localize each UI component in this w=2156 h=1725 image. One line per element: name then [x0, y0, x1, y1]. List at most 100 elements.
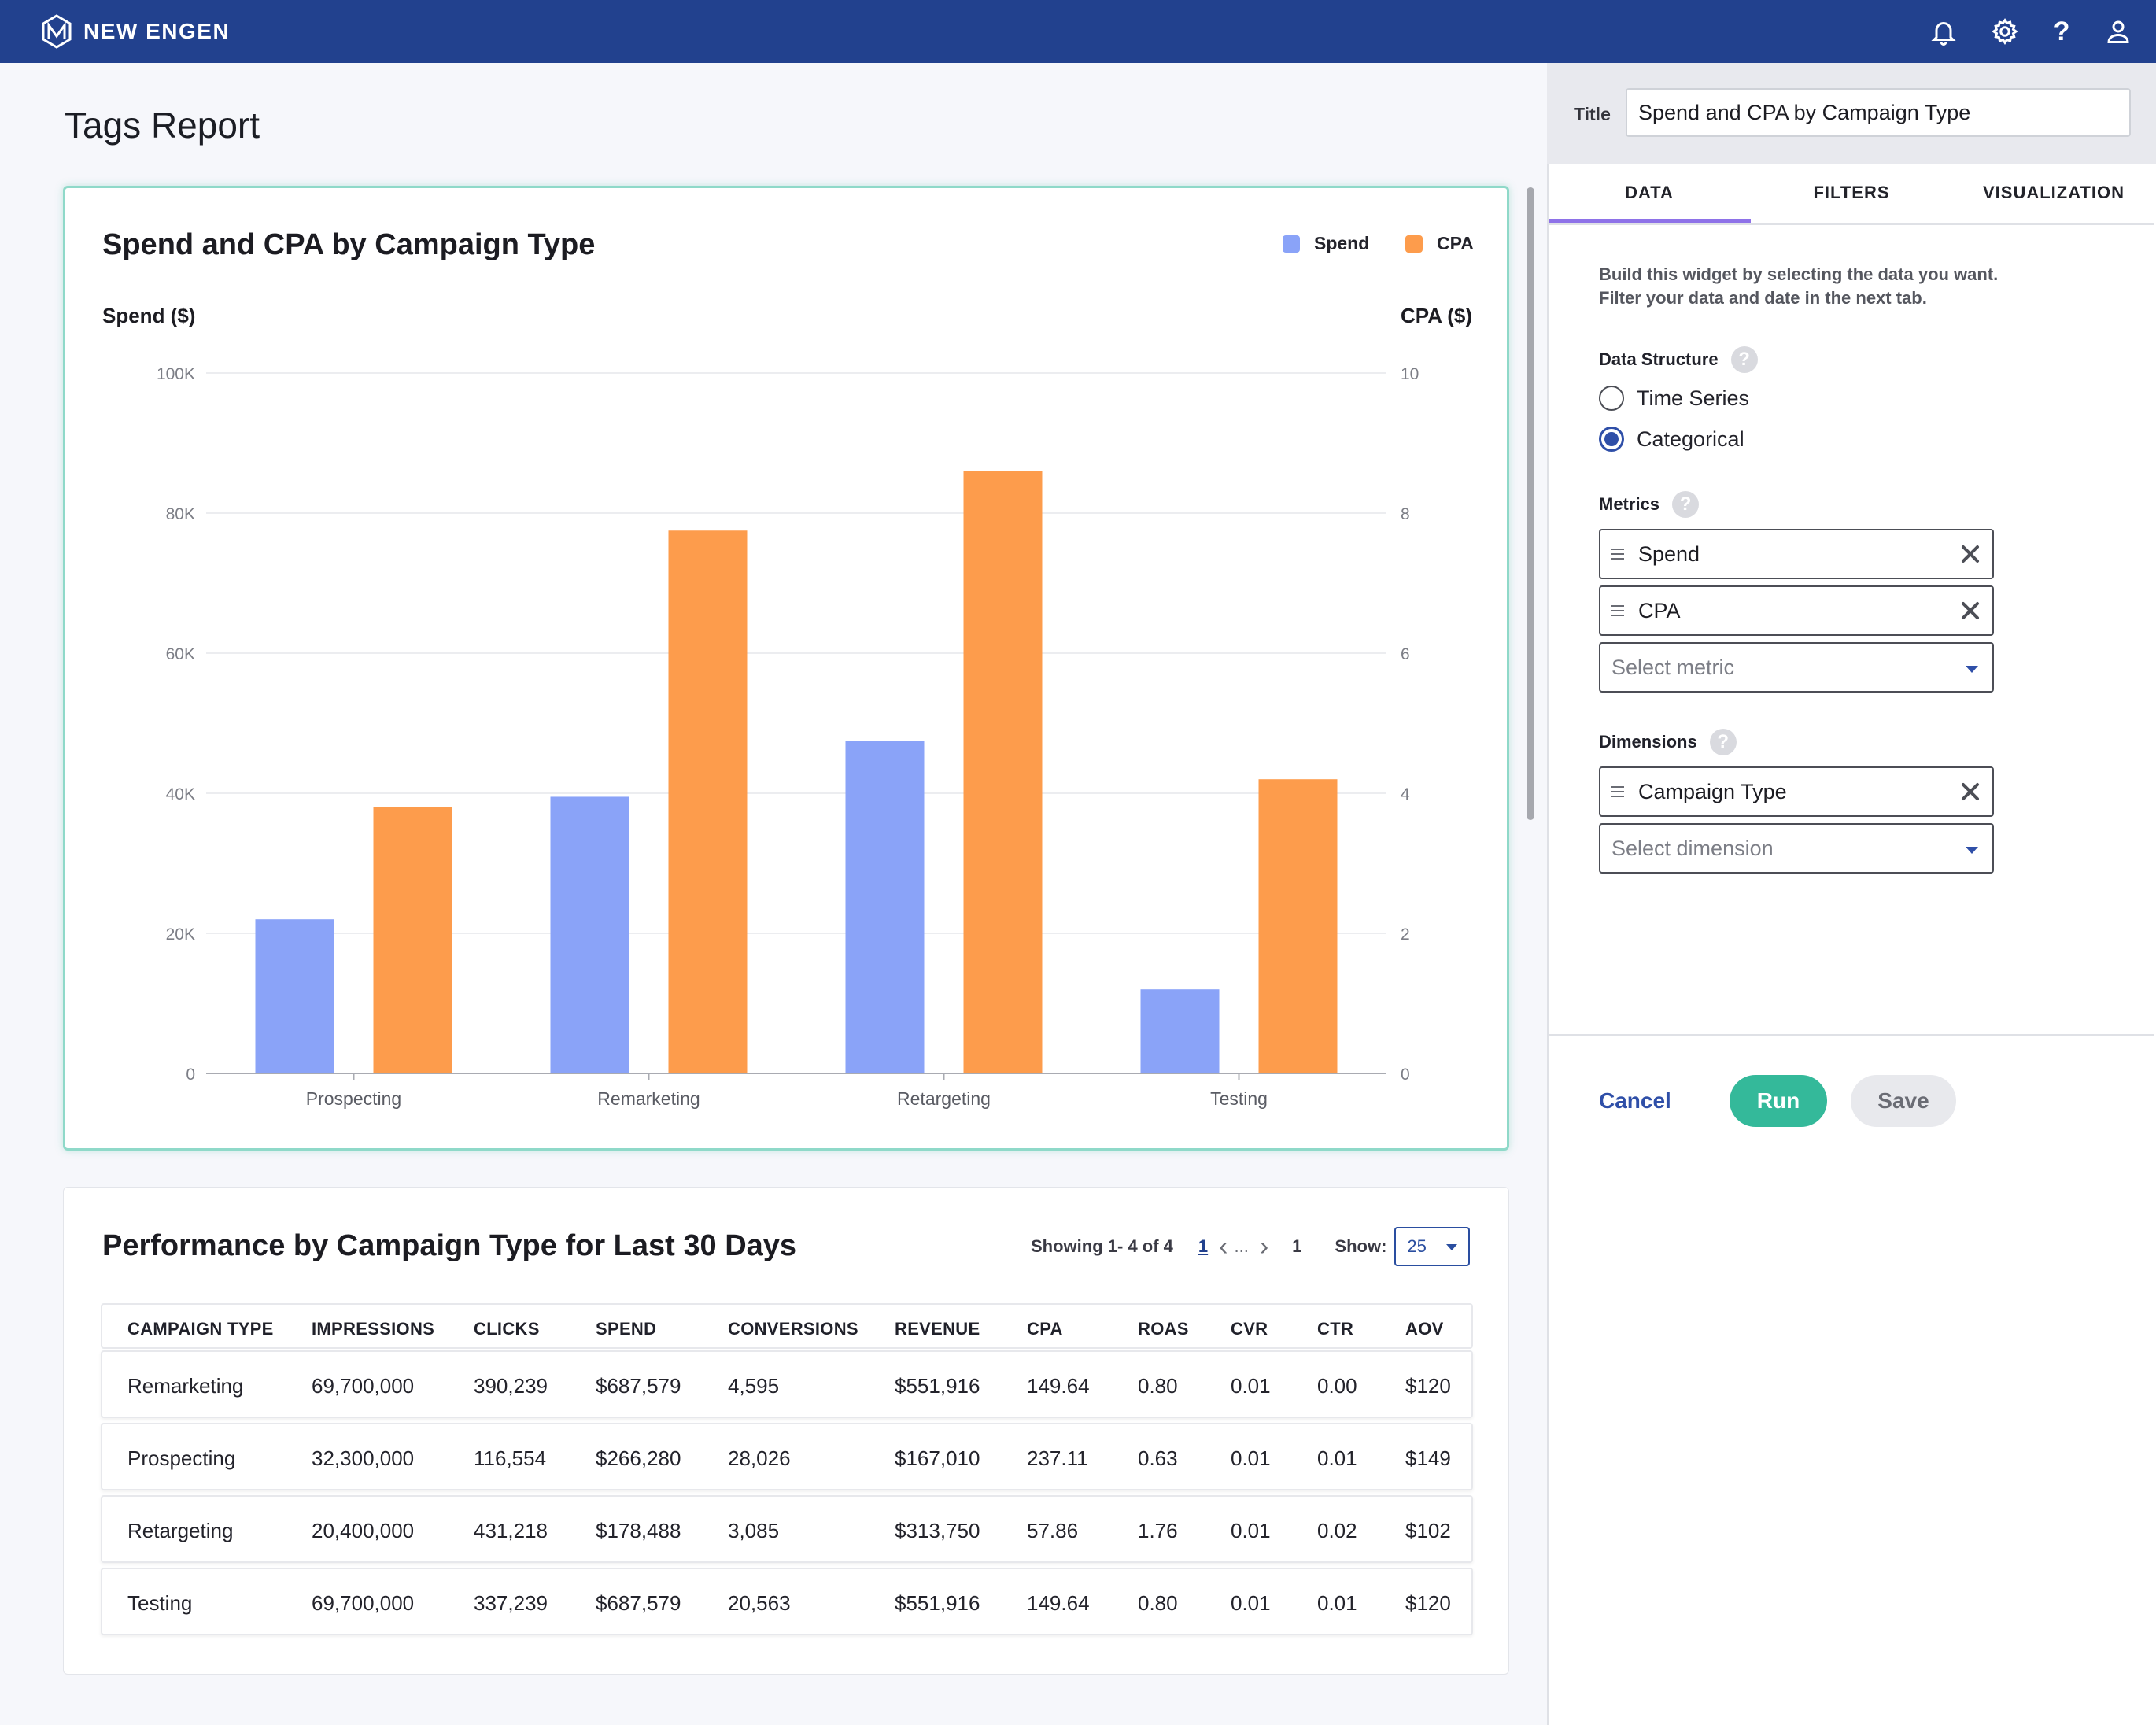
table-cell: $687,579 [596, 1591, 681, 1615]
table-title: Performance by Campaign Type for Last 30… [102, 1229, 797, 1262]
save-button[interactable]: Save [1851, 1075, 1956, 1127]
table-cell: Remarketing [127, 1374, 244, 1398]
page-size-select[interactable]: 25 [1394, 1227, 1471, 1266]
radio-categorical[interactable]: Categorical [1599, 427, 1744, 452]
select-dimension-placeholder: Select dimension [1611, 836, 1774, 860]
table-cell: $551,916 [895, 1374, 980, 1398]
radio-button[interactable] [1599, 386, 1624, 411]
caret-down-icon [1966, 847, 1978, 854]
table-cell: 0.01 [1231, 1519, 1271, 1542]
bar-spend-remarketing [550, 796, 629, 1073]
data-tab-intro: Build this widget by selecting the data … [1599, 263, 2102, 310]
pagination-last-page[interactable]: 1 [1292, 1236, 1302, 1256]
tab-visualization[interactable]: VISUALIZATION [1982, 183, 2125, 202]
metrics-label: Metrics ? [1599, 491, 1700, 518]
metric-chip-spend[interactable]: Spend [1599, 529, 1994, 579]
chevron-right-icon[interactable]: › [1259, 1231, 1269, 1261]
caret-down-icon [1446, 1244, 1458, 1250]
page-size-value: 25 [1407, 1236, 1427, 1256]
bar-cpa-testing [1258, 779, 1338, 1073]
help-glyph: ? [2053, 16, 2070, 46]
column-header[interactable]: IMPRESSIONS [312, 1319, 435, 1339]
drag-handle-icon[interactable] [1611, 605, 1624, 616]
title-field-label: Title [1574, 104, 1611, 124]
legend-label-cpa: CPA [1437, 233, 1474, 253]
dimension-chip-campaign-type[interactable]: Campaign Type [1599, 766, 1994, 817]
column-header[interactable]: CTR [1317, 1319, 1354, 1339]
table-cell: $120 [1405, 1591, 1451, 1615]
chevron-left-icon[interactable]: ‹ [1219, 1231, 1228, 1261]
intro-line: Filter your data and date in the next ta… [1599, 288, 1927, 308]
new-engen-logo-icon [42, 14, 72, 49]
table-header-row: CAMPAIGN TYPE IMPRESSIONS CLICKS SPEND C… [101, 1303, 1473, 1349]
help-icon[interactable]: ? [1730, 346, 1758, 373]
radio-time-series[interactable]: Time Series [1599, 386, 1749, 411]
cancel-button[interactable]: Cancel [1599, 1088, 1671, 1113]
chart-title: Spend and CPA by Campaign Type [102, 228, 596, 261]
column-header[interactable]: CAMPAIGN TYPE [127, 1319, 274, 1339]
select-metric-placeholder: Select metric [1611, 655, 1735, 679]
y-right-tick-label: 10 [1401, 365, 1419, 383]
user-icon[interactable] [2102, 16, 2134, 47]
metrics-text: Metrics [1599, 494, 1660, 514]
close-icon[interactable] [1958, 541, 1983, 567]
table-cell: 0.01 [1317, 1591, 1357, 1615]
table-cell: $149 [1405, 1446, 1451, 1470]
table-cell: $167,010 [895, 1446, 980, 1470]
tab-filters[interactable]: FILTERS [1813, 183, 1890, 202]
data-structure-label: Data Structure ? [1599, 346, 1758, 373]
bell-icon[interactable] [1928, 16, 1959, 47]
column-header[interactable]: CPA [1027, 1319, 1063, 1339]
run-button[interactable]: Run [1730, 1075, 1827, 1127]
y-left-tick-label: 60K [166, 645, 195, 663]
gear-icon[interactable] [1989, 16, 2021, 47]
tab-data[interactable]: DATA [1625, 183, 1674, 202]
radio-button-checked[interactable] [1599, 427, 1624, 452]
dimensions-text: Dimensions [1599, 732, 1697, 752]
table-cell: 4,595 [728, 1374, 780, 1398]
table-cell: 337,239 [474, 1591, 548, 1615]
pagination-page-link[interactable]: 1 [1198, 1236, 1209, 1256]
y-right-tick-label: 6 [1401, 645, 1410, 663]
scrollbar-thumb[interactable] [1527, 187, 1534, 820]
column-header[interactable]: AOV [1405, 1319, 1444, 1339]
select-metric-dropdown[interactable]: Select metric [1599, 642, 1994, 693]
y-left-tick-label: 20K [166, 925, 195, 944]
table-cell: $266,280 [596, 1446, 681, 1470]
table-cell: 69,700,000 [312, 1591, 415, 1615]
table-row[interactable]: Prospecting 32,300,000 116,554 $266,280 … [101, 1423, 1473, 1490]
help-icon[interactable]: ? [1709, 729, 1737, 755]
table-row[interactable]: Testing 69,700,000 337,239 $687,579 20,5… [101, 1568, 1473, 1635]
table-cell: 116,554 [474, 1446, 547, 1470]
widget-title-input[interactable] [1626, 88, 2131, 137]
table-cell: 390,239 [474, 1374, 548, 1398]
column-header[interactable]: CONVERSIONS [728, 1319, 858, 1339]
column-header[interactable]: SPEND [596, 1319, 657, 1339]
close-icon[interactable] [1958, 779, 1983, 804]
table-row[interactable]: Remarketing 69,700,000 390,239 $687,579 … [101, 1350, 1473, 1418]
table-row[interactable]: Retargeting 20,400,000 431,218 $178,488 … [101, 1495, 1473, 1563]
table-cell: Retargeting [127, 1519, 234, 1542]
close-icon[interactable] [1958, 598, 1983, 623]
help-icon[interactable]: ? [1672, 491, 1700, 518]
drag-handle-icon[interactable] [1611, 786, 1624, 797]
column-header[interactable]: CLICKS [474, 1319, 540, 1339]
brand[interactable]: NEW ENGEN [41, 14, 230, 49]
bar-cpa-retargeting [963, 471, 1043, 1073]
right-axis-title: CPA ($) [1401, 304, 1472, 327]
table-cell: 1.76 [1138, 1519, 1178, 1542]
help-icon[interactable]: ? [2046, 16, 2077, 47]
legend-swatch-cpa [1405, 235, 1423, 253]
x-tick-label: Retargeting [897, 1088, 991, 1109]
drag-handle-icon[interactable] [1611, 549, 1624, 560]
metric-chip-label: Spend [1638, 541, 1700, 566]
column-header[interactable]: CVR [1231, 1319, 1268, 1339]
metric-chip-cpa[interactable]: CPA [1599, 585, 1994, 636]
table-cell: 20,563 [728, 1591, 791, 1615]
select-dimension-dropdown[interactable]: Select dimension [1599, 823, 1994, 874]
column-header[interactable]: ROAS [1138, 1319, 1189, 1339]
column-header[interactable]: REVENUE [895, 1319, 980, 1339]
dimensions-label: Dimensions ? [1599, 729, 1737, 755]
panel-divider [1549, 1034, 2154, 1036]
table-cell: 0.01 [1231, 1446, 1271, 1470]
